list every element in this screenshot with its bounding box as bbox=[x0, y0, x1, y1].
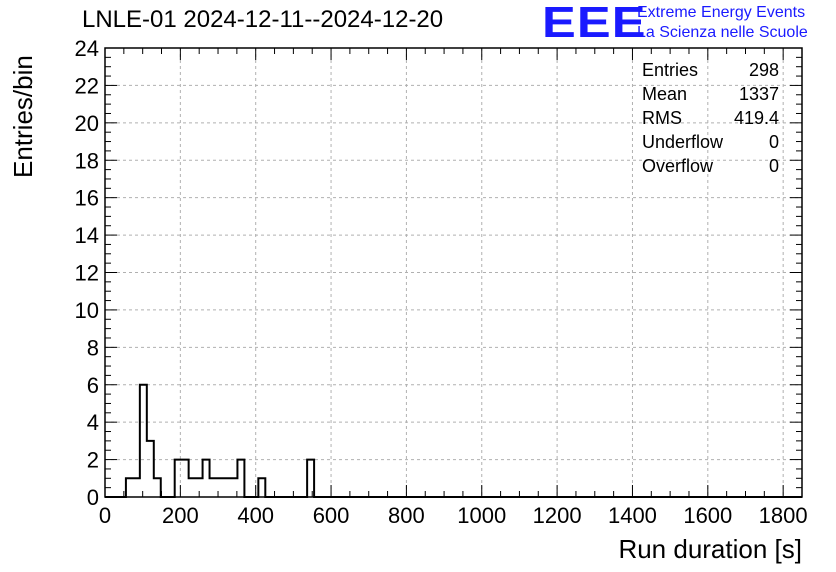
eee-logo: EEE bbox=[542, 0, 647, 47]
logo-line1: Extreme Energy Events bbox=[637, 4, 806, 21]
histogram-bin bbox=[196, 478, 203, 497]
y-tick-label: 16 bbox=[75, 186, 99, 211]
histogram-bin bbox=[237, 460, 244, 497]
x-tick-label: 200 bbox=[162, 503, 199, 528]
y-tick-label: 18 bbox=[75, 148, 99, 173]
histogram-bin bbox=[126, 478, 133, 497]
x-tick-label: 1800 bbox=[759, 503, 808, 528]
histogram-bin bbox=[230, 478, 237, 497]
y-tick-label: 2 bbox=[87, 448, 99, 473]
y-tick-label: 20 bbox=[75, 111, 99, 136]
logo-line2: La Scienza nelle Scuole bbox=[637, 24, 808, 41]
x-tick-label: 400 bbox=[237, 503, 274, 528]
y-tick-label: 8 bbox=[87, 335, 99, 360]
y-tick-label: 0 bbox=[87, 485, 99, 510]
histogram-bin bbox=[154, 478, 161, 497]
stat-row-entries: Entries 298 bbox=[642, 58, 779, 82]
x-tick-label: 0 bbox=[99, 503, 111, 528]
y-axis-label: Entries/bin bbox=[8, 55, 38, 178]
histogram-bin bbox=[182, 460, 189, 497]
y-tick-label: 4 bbox=[87, 410, 99, 435]
x-tick-label: 1400 bbox=[608, 503, 657, 528]
stat-value: 0 bbox=[768, 132, 779, 152]
stat-row-underflow: Underflow 0 bbox=[642, 130, 779, 154]
histogram-bin bbox=[258, 478, 265, 497]
y-tick-label: 12 bbox=[75, 261, 99, 286]
stat-value: 1337 bbox=[738, 84, 779, 104]
y-tick-label: 22 bbox=[75, 73, 99, 98]
y-tick-label: 10 bbox=[75, 298, 99, 323]
x-axis-label: Run duration [s] bbox=[618, 534, 802, 564]
x-tick-label: 1000 bbox=[457, 503, 506, 528]
histogram-bin bbox=[210, 478, 217, 497]
histogram-bin bbox=[140, 385, 147, 497]
histogram-bin bbox=[307, 460, 314, 497]
stat-row-rms: RMS 419.4 bbox=[642, 106, 779, 130]
stat-row-mean: Mean 1337 bbox=[642, 82, 779, 106]
logo-caption: Extreme Energy Events La Scienza nelle S… bbox=[637, 3, 808, 43]
stat-label: Entries bbox=[642, 60, 699, 80]
stat-label: Mean bbox=[642, 84, 688, 104]
stats-box: Entries 298 Mean 1337 RMS 419.4 Underflo… bbox=[642, 58, 779, 178]
histogram-bin bbox=[217, 478, 224, 497]
histogram-bin bbox=[203, 460, 210, 497]
y-tick-label: 24 bbox=[75, 36, 99, 61]
x-tick-label: 800 bbox=[388, 503, 425, 528]
stat-row-overflow: Overflow 0 bbox=[642, 154, 779, 178]
y-tick-label: 14 bbox=[75, 223, 99, 248]
histogram-bin bbox=[175, 460, 182, 497]
stat-label: Underflow bbox=[642, 132, 724, 152]
y-tick-label: 6 bbox=[87, 373, 99, 398]
chart-title: LNLE-01 2024-12-11--2024-12-20 bbox=[82, 6, 444, 33]
stat-value: 419.4 bbox=[733, 108, 779, 128]
histogram-bin bbox=[189, 478, 196, 497]
stat-value: 298 bbox=[748, 60, 779, 80]
histogram-bin bbox=[147, 441, 154, 497]
stat-label: RMS bbox=[642, 108, 682, 128]
x-tick-label: 600 bbox=[313, 503, 350, 528]
stat-value: 0 bbox=[768, 156, 779, 176]
histogram-outline bbox=[105, 383, 802, 498]
histogram-bin bbox=[133, 478, 140, 497]
x-tick-label: 1600 bbox=[683, 503, 732, 528]
histogram-bin bbox=[223, 478, 230, 497]
x-tick-label: 1200 bbox=[533, 503, 582, 528]
stat-label: Overflow bbox=[642, 156, 714, 176]
